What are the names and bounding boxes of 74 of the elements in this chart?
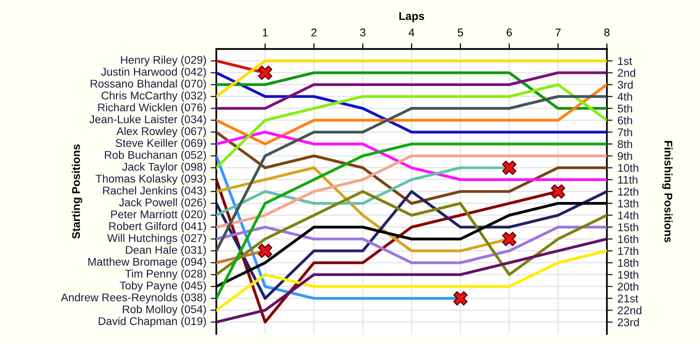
y-tick-label: 9th [618, 152, 632, 160]
series-label: Henry Riley (029) [121, 56, 206, 66]
y-axis-title: Finishing Positions [662, 140, 673, 242]
y-tick-label: 21st [618, 294, 638, 302]
y-tick-label: 7th [618, 128, 632, 136]
y-tick-label: 13th [618, 199, 638, 208]
series-label: David Chapman (019) [98, 316, 206, 328]
point [258, 244, 272, 258]
line-series [216, 190, 607, 276]
y-tick-label: 16th [618, 234, 638, 244]
x-tick-label: 2 [311, 28, 316, 36]
series-label: Richard Wicklen (076) [98, 103, 206, 114]
y-tick-label: 4th [618, 92, 632, 101]
series-label: Andrew Rees-Reynolds (038) [60, 293, 206, 304]
series-label: Thomas Kolasky (093) [96, 174, 206, 185]
series-label: Jean-Luke Laister (034) [89, 115, 206, 126]
y-tick-label: 17th [618, 246, 638, 255]
series-label: Jack Taylor (098) [122, 162, 206, 173]
text: Starting Positions [72, 144, 82, 239]
line-series [216, 154, 607, 228]
y-tick-label: 22nd [618, 306, 642, 314]
series-label: Rossano Bhandal (070) [90, 79, 206, 90]
x-tick-label: 3 [360, 28, 366, 36]
series-label: Chris McCarthy (032) [102, 91, 206, 102]
y-tick-label: 6th [618, 116, 632, 124]
series-label: Toby Payne (045) [120, 281, 206, 292]
y-tick-label: 12th [618, 187, 638, 196]
y-tick-label: 1st [618, 57, 632, 65]
y-tick-label: 18th [618, 258, 638, 267]
series-label: Steve Keiller (069) [116, 138, 206, 150]
y-tick-label: 14th [618, 211, 638, 220]
series-label: Tim Penny (028) [125, 269, 206, 280]
line-series [216, 226, 607, 264]
x-tick-label: 8 [604, 28, 610, 36]
line-series [216, 249, 607, 312]
y-tick-label: 10th [618, 164, 638, 172]
series-label: Dean Hale (031) [126, 246, 206, 256]
x-tick-label: 5 [458, 28, 464, 36]
point [502, 232, 516, 246]
line-series [216, 142, 607, 300]
series-label: Jack Powell (026) [119, 198, 206, 209]
x-axis-title: Laps [399, 12, 424, 22]
y-tick-label: 15th [618, 223, 638, 232]
series-label: Rachel Jenkins (043) [103, 186, 206, 197]
series-label: Justin Harwood (042) [101, 68, 206, 78]
y-tick-label: 2nd [618, 68, 636, 77]
point [258, 66, 272, 80]
x-tick-label: 4 [408, 28, 414, 36]
series-label: Alex Rowley (067) [116, 126, 206, 138]
series-label: Rob Buchanan (052) [104, 150, 206, 162]
series-label: Matthew Bromage (094) [88, 258, 206, 268]
line-series [216, 130, 607, 205]
line-series [216, 71, 607, 134]
point [550, 184, 566, 199]
line-series [216, 130, 607, 181]
series-label: Robert Gilford (041) [109, 222, 206, 232]
series-label: Peter Marriott (020) [111, 210, 206, 220]
y-tick-label: 20th [618, 282, 638, 291]
y-tick-label: 3rd [618, 80, 633, 89]
y-tick-label: 19th [618, 270, 638, 279]
series-label: Rob Molloy (054) [122, 305, 206, 316]
series-label: Will Hutchings (027) [107, 234, 206, 244]
x-tick-label: 6 [506, 28, 512, 36]
y-tick-label: 11th [618, 176, 638, 184]
line-series [216, 95, 607, 252]
y-tick-label: 8th [618, 140, 632, 148]
line-series [216, 83, 607, 170]
x-tick-label: 1 [262, 28, 268, 36]
x-tick-label: 7 [556, 28, 561, 36]
line-series [216, 238, 607, 324]
point [453, 291, 468, 306]
y-tick-label: 5th [618, 104, 632, 112]
y-tick-label: 23rd [618, 318, 639, 326]
point [502, 160, 516, 175]
